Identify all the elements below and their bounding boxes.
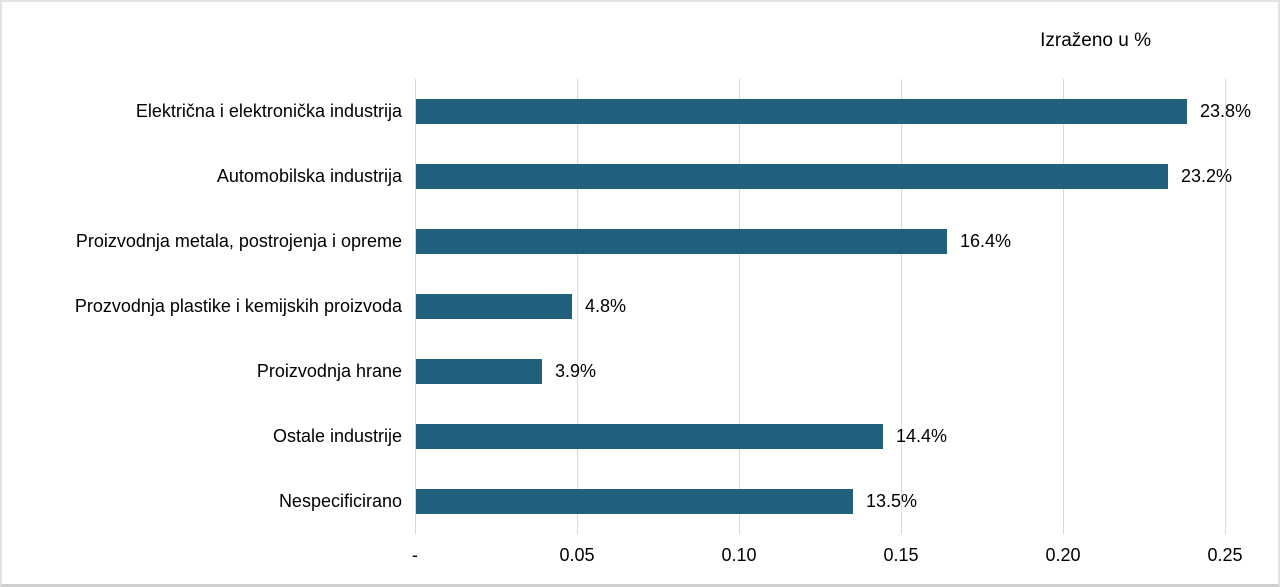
x-tick-label: - xyxy=(412,545,418,565)
gridline xyxy=(1063,79,1064,534)
category-label: Proizvodnja hrane xyxy=(256,361,402,381)
plot-area: 23.8% 23.2% 16.4% 4.8% 3.9% 14.4% 13.5% xyxy=(415,79,1251,534)
category-label: Automobilska industrija xyxy=(216,166,402,186)
category-label: Prozvodnja plastike i kemijskih proizvod… xyxy=(74,296,402,316)
value-label: 23.8% xyxy=(1200,101,1252,121)
value-label: 4.8% xyxy=(585,296,627,316)
value-label: 16.4% xyxy=(960,231,1012,251)
value-label: 13.5% xyxy=(866,491,918,511)
value-label: 3.9% xyxy=(555,361,597,381)
category-axis: Električna i elektronička industrija Auto… xyxy=(2,79,402,534)
gridline xyxy=(739,79,740,534)
value-label: 14.4% xyxy=(896,426,948,446)
gridline xyxy=(577,79,578,534)
value-label: 23.2% xyxy=(1181,166,1233,186)
bar xyxy=(416,424,883,449)
x-axis: - 0.05 0.10 0.15 0.20 0.25 xyxy=(412,545,1243,573)
bar xyxy=(416,294,572,319)
gridline xyxy=(1225,79,1226,534)
legend-title: Izraženo u % xyxy=(1040,30,1151,51)
x-tick-label: 0.15 xyxy=(883,545,919,565)
bar xyxy=(416,489,853,514)
bar xyxy=(416,229,947,254)
gridline xyxy=(901,79,902,534)
bar xyxy=(416,359,542,384)
category-label: Ostale industrije xyxy=(272,426,402,446)
category-label: Nespecificirano xyxy=(278,491,402,511)
x-tick-label: 0.20 xyxy=(1045,545,1081,565)
category-label: Električna i elektronička industrija xyxy=(135,101,402,121)
x-tick-label: 0.25 xyxy=(1207,545,1243,565)
bar xyxy=(416,164,1168,189)
x-tick-label: 0.10 xyxy=(721,545,757,565)
category-label: Proizvodnja metala, postrojenja i opreme xyxy=(75,231,402,251)
bar xyxy=(416,99,1187,124)
x-tick-label: 0.05 xyxy=(559,545,595,565)
